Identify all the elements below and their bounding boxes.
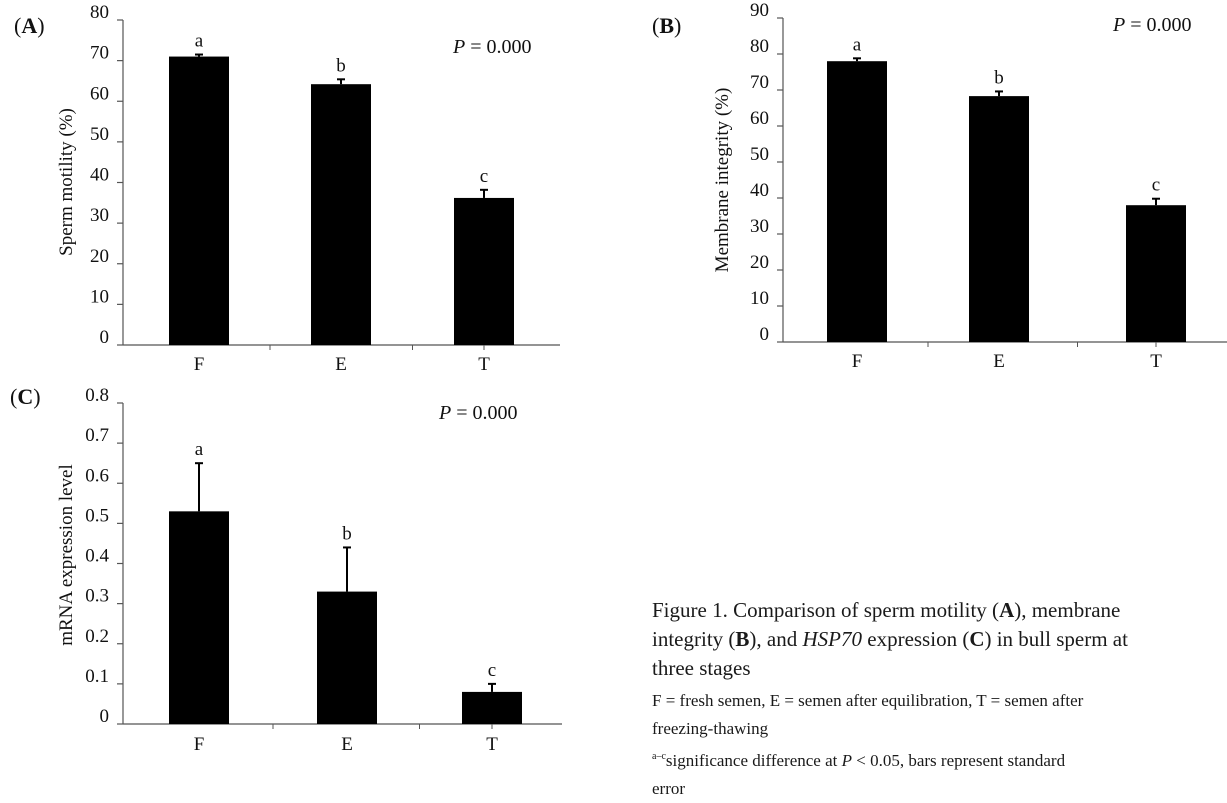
y-tick-label: 60	[750, 108, 769, 129]
y-tick-label: 40	[750, 180, 769, 201]
y-tick-label: 10	[90, 286, 109, 307]
y-tick-label: 20	[750, 252, 769, 273]
bar-F	[827, 61, 887, 342]
panel-label: (B)	[652, 13, 681, 38]
bar-E	[317, 591, 377, 724]
y-tick-label: 40	[90, 165, 109, 186]
y-tick-label: 50	[90, 124, 109, 145]
y-tick-label: 0.2	[85, 626, 109, 647]
significance-letter: b	[336, 55, 346, 76]
y-axis-title: mRNA expression level	[56, 464, 77, 646]
y-axis-title: Sperm motility (%)	[56, 108, 77, 256]
x-category-label: T	[486, 734, 498, 755]
y-tick-label: 20	[90, 246, 109, 267]
y-tick-label: 90	[750, 0, 769, 21]
caption-note-significance: a–csignificance difference at P < 0.05, …	[652, 751, 1066, 798]
x-category-label: F	[194, 734, 205, 755]
y-tick-label: 80	[750, 36, 769, 57]
y-tick-label: 0	[100, 706, 110, 727]
p-value-annotation: P = 0.000	[438, 402, 518, 424]
caption-title: Figure 1. Comparison of sperm motility (…	[652, 598, 1128, 680]
y-tick-label: 50	[750, 144, 769, 165]
y-tick-label: 30	[750, 216, 769, 237]
caption-note-abbreviations: F = fresh semen, E = semen after equilib…	[652, 691, 1084, 738]
figure-canvas: (A) 0 10 20 30 40 50 60 70 80 Sperm motility (%) a F…	[10, 0, 1227, 755]
p-value-annotation: P = 0.000	[452, 36, 532, 58]
y-tick-label: 30	[90, 205, 109, 226]
x-category-label: T	[478, 354, 490, 375]
panel-letter: C	[17, 384, 33, 409]
bar-T	[462, 691, 522, 724]
y-tick-label: 0	[760, 324, 770, 345]
panel-c: (C) 0 0.1 0.2 0.3 0.4 0.5 0.6 0.7 0.8 mRNA express…	[10, 384, 562, 755]
y-tick-label: 80	[90, 2, 109, 23]
bar-E	[311, 84, 371, 345]
panel-letter: B	[659, 13, 674, 38]
x-category-label: E	[341, 734, 353, 755]
p-value-annotation: P = 0.000	[1112, 14, 1192, 36]
significance-letter: a	[195, 439, 204, 460]
significance-letter: b	[342, 523, 352, 544]
x-category-label: F	[194, 354, 205, 375]
y-tick-label: 70	[90, 43, 109, 64]
y-tick-label: 70	[750, 72, 769, 93]
y-tick-label: 10	[750, 288, 769, 309]
x-category-label: F	[852, 351, 863, 372]
bar-F	[169, 56, 229, 345]
significance-letter: a	[195, 31, 204, 52]
significance-letter: a	[853, 34, 862, 55]
y-tick-label: 60	[90, 83, 109, 104]
significance-letter: c	[480, 166, 488, 187]
y-tick-label: 0.1	[85, 666, 109, 687]
significance-letter: c	[488, 660, 496, 681]
bar-T	[454, 197, 514, 345]
y-axis-title: Membrane integrity (%)	[712, 88, 733, 273]
panel-b: (B) 0 10 20 30 40 50 60 70 80 90 Membrane integrity…	[652, 0, 1227, 372]
x-category-label: E	[335, 354, 347, 375]
y-tick-label: 0.7	[85, 425, 109, 446]
y-tick-label: 0.8	[85, 385, 109, 406]
y-tick-label: 0.6	[85, 465, 109, 486]
panel-label: (C)	[10, 384, 41, 409]
bar-F	[169, 511, 229, 724]
panel-letter: A	[21, 13, 37, 38]
y-tick-label: 0	[100, 327, 110, 348]
figure-caption: Figure 1. Comparison of sperm motility (…	[652, 596, 1227, 803]
y-tick-label: 0.4	[85, 546, 109, 567]
bar-T	[1126, 205, 1186, 342]
y-tick-label: 0.3	[85, 586, 109, 607]
y-tick-label: 0.5	[85, 505, 109, 526]
bar-E	[969, 96, 1029, 343]
panel-label: (A)	[14, 13, 45, 38]
significance-letter: b	[994, 67, 1004, 88]
x-category-label: T	[1150, 351, 1162, 372]
panel-a: (A) 0 10 20 30 40 50 60 70 80 Sperm motility (%) a F…	[14, 2, 560, 375]
significance-letter: c	[1152, 175, 1160, 196]
x-category-label: E	[993, 351, 1005, 372]
